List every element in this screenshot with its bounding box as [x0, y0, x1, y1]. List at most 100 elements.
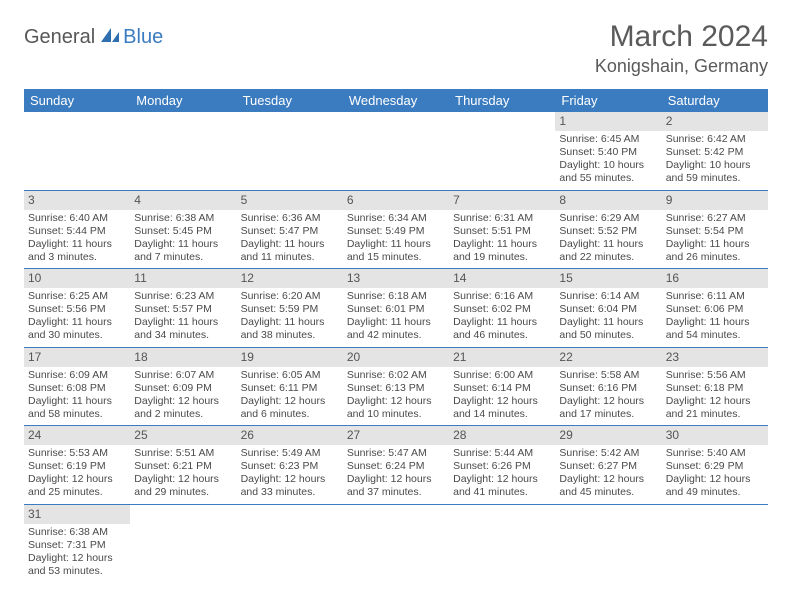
day-body: Sunrise: 5:56 AMSunset: 6:18 PMDaylight:…: [662, 367, 768, 426]
weekday-header: Friday: [555, 89, 661, 112]
calendar-week-row: 24Sunrise: 5:53 AMSunset: 6:19 PMDayligh…: [24, 426, 768, 505]
sunrise-text: Sunrise: 6:40 AM: [28, 212, 126, 225]
sunset-text: Sunset: 6:21 PM: [134, 460, 232, 473]
sunset-text: Sunset: 5:59 PM: [241, 303, 339, 316]
sunset-text: Sunset: 5:52 PM: [559, 225, 657, 238]
daylight-text: Daylight: 12 hours and 10 minutes.: [347, 395, 445, 421]
calendar-day-cell: [237, 112, 343, 190]
sunset-text: Sunset: 5:45 PM: [134, 225, 232, 238]
calendar-day-cell: 20Sunrise: 6:02 AMSunset: 6:13 PMDayligh…: [343, 347, 449, 426]
calendar-day-cell: 14Sunrise: 6:16 AMSunset: 6:02 PMDayligh…: [449, 269, 555, 348]
day-number: [130, 112, 236, 116]
logo-text-blue: Blue: [123, 26, 163, 49]
sunrise-text: Sunrise: 5:44 AM: [453, 447, 551, 460]
day-body: Sunrise: 5:49 AMSunset: 6:23 PMDaylight:…: [237, 445, 343, 504]
daylight-text: Daylight: 12 hours and 2 minutes.: [134, 395, 232, 421]
day-number: 4: [130, 191, 236, 210]
calendar-week-row: 1Sunrise: 6:45 AMSunset: 5:40 PMDaylight…: [24, 112, 768, 190]
calendar-day-cell: 21Sunrise: 6:00 AMSunset: 6:14 PMDayligh…: [449, 347, 555, 426]
daylight-text: Daylight: 11 hours and 7 minutes.: [134, 238, 232, 264]
day-number: 6: [343, 191, 449, 210]
day-number: [449, 112, 555, 116]
sunset-text: Sunset: 6:18 PM: [666, 382, 764, 395]
sunrise-text: Sunrise: 6:31 AM: [453, 212, 551, 225]
sunset-text: Sunset: 6:13 PM: [347, 382, 445, 395]
day-body: Sunrise: 6:36 AMSunset: 5:47 PMDaylight:…: [237, 210, 343, 269]
sunset-text: Sunset: 5:42 PM: [666, 146, 764, 159]
daylight-text: Daylight: 11 hours and 34 minutes.: [134, 316, 232, 342]
day-body: Sunrise: 5:53 AMSunset: 6:19 PMDaylight:…: [24, 445, 130, 504]
day-body: Sunrise: 5:58 AMSunset: 6:16 PMDaylight:…: [555, 367, 661, 426]
daylight-text: Daylight: 11 hours and 15 minutes.: [347, 238, 445, 264]
day-body: Sunrise: 6:38 AMSunset: 7:31 PMDaylight:…: [24, 524, 130, 583]
day-body: Sunrise: 6:27 AMSunset: 5:54 PMDaylight:…: [662, 210, 768, 269]
sunrise-text: Sunrise: 5:47 AM: [347, 447, 445, 460]
daylight-text: Daylight: 12 hours and 49 minutes.: [666, 473, 764, 499]
sunrise-text: Sunrise: 6:23 AM: [134, 290, 232, 303]
day-number: 28: [449, 426, 555, 445]
calendar-day-cell: 23Sunrise: 5:56 AMSunset: 6:18 PMDayligh…: [662, 347, 768, 426]
day-body: Sunrise: 6:25 AMSunset: 5:56 PMDaylight:…: [24, 288, 130, 347]
calendar-day-cell: 4Sunrise: 6:38 AMSunset: 5:45 PMDaylight…: [130, 190, 236, 269]
day-body: Sunrise: 6:07 AMSunset: 6:09 PMDaylight:…: [130, 367, 236, 426]
calendar-day-cell: [449, 112, 555, 190]
calendar-week-row: 10Sunrise: 6:25 AMSunset: 5:56 PMDayligh…: [24, 269, 768, 348]
sunset-text: Sunset: 6:04 PM: [559, 303, 657, 316]
sunrise-text: Sunrise: 6:42 AM: [666, 133, 764, 146]
day-body: Sunrise: 6:05 AMSunset: 6:11 PMDaylight:…: [237, 367, 343, 426]
daylight-text: Daylight: 12 hours and 29 minutes.: [134, 473, 232, 499]
day-body: Sunrise: 5:40 AMSunset: 6:29 PMDaylight:…: [662, 445, 768, 504]
daylight-text: Daylight: 10 hours and 59 minutes.: [666, 159, 764, 185]
day-number: 12: [237, 269, 343, 288]
daylight-text: Daylight: 12 hours and 53 minutes.: [28, 552, 126, 578]
day-body: Sunrise: 6:45 AMSunset: 5:40 PMDaylight:…: [555, 131, 661, 190]
sunset-text: Sunset: 5:57 PM: [134, 303, 232, 316]
logo-sail-icon: [99, 26, 121, 49]
daylight-text: Daylight: 11 hours and 3 minutes.: [28, 238, 126, 264]
sunset-text: Sunset: 6:16 PM: [559, 382, 657, 395]
header: General Blue March 2024 Konigshain, Germ…: [24, 20, 768, 77]
day-body: Sunrise: 6:09 AMSunset: 6:08 PMDaylight:…: [24, 367, 130, 426]
day-number: 3: [24, 191, 130, 210]
sunset-text: Sunset: 6:27 PM: [559, 460, 657, 473]
day-number: 30: [662, 426, 768, 445]
day-number: 8: [555, 191, 661, 210]
daylight-text: Daylight: 11 hours and 58 minutes.: [28, 395, 126, 421]
daylight-text: Daylight: 12 hours and 17 minutes.: [559, 395, 657, 421]
sunrise-text: Sunrise: 6:14 AM: [559, 290, 657, 303]
daylight-text: Daylight: 11 hours and 38 minutes.: [241, 316, 339, 342]
calendar-week-row: 3Sunrise: 6:40 AMSunset: 5:44 PMDaylight…: [24, 190, 768, 269]
day-number: 11: [130, 269, 236, 288]
daylight-text: Daylight: 11 hours and 54 minutes.: [666, 316, 764, 342]
day-number: 23: [662, 348, 768, 367]
calendar-day-cell: 26Sunrise: 5:49 AMSunset: 6:23 PMDayligh…: [237, 426, 343, 505]
calendar-day-cell: 12Sunrise: 6:20 AMSunset: 5:59 PMDayligh…: [237, 269, 343, 348]
sunset-text: Sunset: 5:56 PM: [28, 303, 126, 316]
calendar-day-cell: 15Sunrise: 6:14 AMSunset: 6:04 PMDayligh…: [555, 269, 661, 348]
day-number: 2: [662, 112, 768, 131]
location-label: Konigshain, Germany: [595, 56, 768, 77]
day-body: Sunrise: 5:47 AMSunset: 6:24 PMDaylight:…: [343, 445, 449, 504]
day-body: Sunrise: 6:00 AMSunset: 6:14 PMDaylight:…: [449, 367, 555, 426]
daylight-text: Daylight: 11 hours and 22 minutes.: [559, 238, 657, 264]
day-number: [343, 505, 449, 509]
sunrise-text: Sunrise: 6:11 AM: [666, 290, 764, 303]
day-number: 16: [662, 269, 768, 288]
day-body: Sunrise: 6:20 AMSunset: 5:59 PMDaylight:…: [237, 288, 343, 347]
sunrise-text: Sunrise: 6:02 AM: [347, 369, 445, 382]
sunset-text: Sunset: 7:31 PM: [28, 539, 126, 552]
sunset-text: Sunset: 6:26 PM: [453, 460, 551, 473]
day-number: 19: [237, 348, 343, 367]
weekday-header-row: Sunday Monday Tuesday Wednesday Thursday…: [24, 89, 768, 112]
sunset-text: Sunset: 5:44 PM: [28, 225, 126, 238]
day-number: [662, 505, 768, 509]
calendar-day-cell: 11 Sunrise: 6:23 AMSunset: 5:57 PMDayligh…: [130, 269, 236, 348]
daylight-text: Daylight: 12 hours and 37 minutes.: [347, 473, 445, 499]
sunset-text: Sunset: 6:08 PM: [28, 382, 126, 395]
sunset-text: Sunset: 6:19 PM: [28, 460, 126, 473]
sunset-text: Sunset: 5:51 PM: [453, 225, 551, 238]
day-number: 17: [24, 348, 130, 367]
daylight-text: Daylight: 11 hours and 30 minutes.: [28, 316, 126, 342]
sunset-text: Sunset: 6:11 PM: [241, 382, 339, 395]
day-number: 1: [555, 112, 661, 131]
